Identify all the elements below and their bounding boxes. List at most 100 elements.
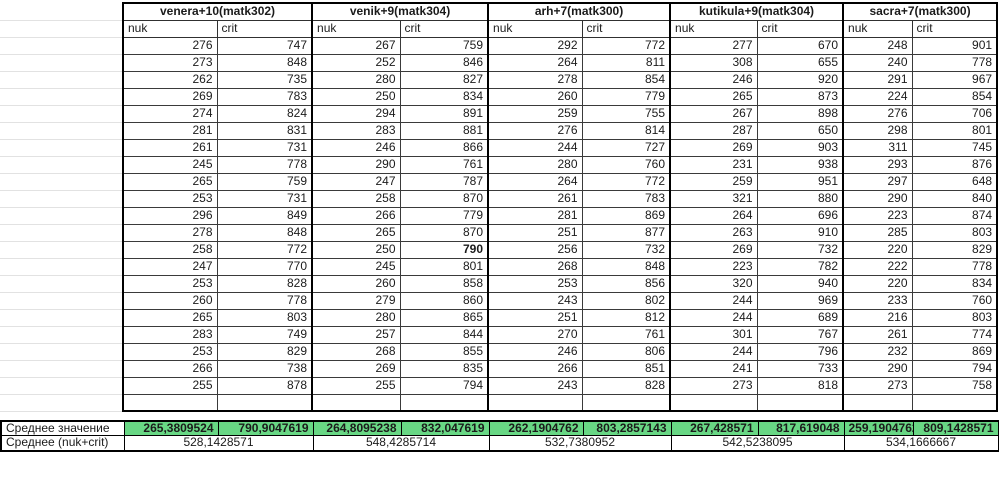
cell[interactable]: 869 xyxy=(911,342,999,361)
cell[interactable]: 281 xyxy=(122,121,218,140)
cell[interactable]: 264 xyxy=(669,206,758,225)
cell[interactable]: 285 xyxy=(842,223,913,242)
cell[interactable]: 244 xyxy=(669,291,758,310)
cell[interactable]: 834 xyxy=(911,274,999,293)
combined-average-cell[interactable]: 532,7380952 xyxy=(488,435,672,452)
average-value-cell[interactable]: 809,1428571 xyxy=(912,420,999,437)
cell[interactable]: 870 xyxy=(399,189,489,208)
row-label-cell[interactable] xyxy=(0,292,123,310)
cell[interactable]: 835 xyxy=(399,359,489,378)
average-value-cell[interactable]: 265,3809524 xyxy=(123,420,219,437)
cell[interactable]: 244 xyxy=(487,138,583,157)
cell[interactable]: 216 xyxy=(842,308,913,327)
cell[interactable]: 803 xyxy=(216,308,313,327)
cell[interactable]: 257 xyxy=(311,325,401,344)
row-label-cell[interactable] xyxy=(0,156,123,174)
subheader-cell[interactable]: crit xyxy=(581,19,671,38)
cell[interactable]: 246 xyxy=(669,70,758,89)
cell[interactable]: 732 xyxy=(581,240,671,259)
row-label-cell[interactable] xyxy=(0,241,123,259)
cell[interactable]: 758 xyxy=(911,376,999,395)
cell[interactable]: 283 xyxy=(122,325,218,344)
cell[interactable]: 245 xyxy=(122,155,218,174)
cell[interactable]: 269 xyxy=(669,138,758,157)
cell[interactable]: 247 xyxy=(122,257,218,276)
subheader-cell[interactable]: crit xyxy=(911,19,999,38)
cell[interactable]: 778 xyxy=(216,291,313,310)
cell[interactable]: 279 xyxy=(311,291,401,310)
row-label-cell[interactable] xyxy=(0,360,123,378)
cell[interactable]: 276 xyxy=(842,104,913,123)
cell[interactable]: 851 xyxy=(581,359,671,378)
cell[interactable]: 292 xyxy=(487,36,583,55)
cell[interactable]: 783 xyxy=(216,87,313,106)
cell[interactable]: 787 xyxy=(399,172,489,191)
cell[interactable] xyxy=(669,393,758,412)
cell[interactable]: 866 xyxy=(399,138,489,157)
cell[interactable]: 858 xyxy=(399,274,489,293)
cell[interactable]: 220 xyxy=(842,240,913,259)
average-value-cell[interactable]: 264,8095238 xyxy=(312,420,402,437)
cell[interactable]: 261 xyxy=(487,189,583,208)
cell[interactable]: 308 xyxy=(669,53,758,72)
cell[interactable]: 969 xyxy=(756,291,844,310)
cell[interactable]: 790 xyxy=(399,240,489,259)
cell[interactable]: 778 xyxy=(911,257,999,276)
cell[interactable] xyxy=(216,393,313,412)
cell[interactable]: 298 xyxy=(842,121,913,140)
cell[interactable]: 856 xyxy=(581,274,671,293)
combined-row-label[interactable]: Среднее (nuk+crit) xyxy=(0,435,125,452)
cell[interactable]: 755 xyxy=(581,104,671,123)
cell[interactable]: 262 xyxy=(122,70,218,89)
cell[interactable]: 774 xyxy=(911,325,999,344)
row-label-cell[interactable] xyxy=(0,190,123,208)
cell[interactable]: 260 xyxy=(311,274,401,293)
cell[interactable]: 749 xyxy=(216,325,313,344)
cell[interactable]: 898 xyxy=(756,104,844,123)
cell[interactable]: 253 xyxy=(487,274,583,293)
cell[interactable]: 648 xyxy=(911,172,999,191)
cell[interactable]: 253 xyxy=(122,189,218,208)
cell[interactable]: 276 xyxy=(122,36,218,55)
cell[interactable]: 260 xyxy=(487,87,583,106)
cell[interactable]: 877 xyxy=(581,223,671,242)
cell[interactable]: 267 xyxy=(311,36,401,55)
cell[interactable]: 264 xyxy=(487,53,583,72)
cell[interactable]: 803 xyxy=(911,308,999,327)
cell[interactable]: 940 xyxy=(756,274,844,293)
cell[interactable]: 878 xyxy=(216,376,313,395)
cell[interactable]: 251 xyxy=(487,223,583,242)
cell[interactable] xyxy=(911,393,999,412)
cell[interactable]: 849 xyxy=(216,206,313,225)
cell[interactable]: 828 xyxy=(216,274,313,293)
cell[interactable]: 223 xyxy=(842,206,913,225)
cell[interactable]: 269 xyxy=(669,240,758,259)
cell[interactable]: 255 xyxy=(311,376,401,395)
cell[interactable]: 247 xyxy=(311,172,401,191)
cell[interactable]: 266 xyxy=(487,359,583,378)
cell[interactable]: 224 xyxy=(842,87,913,106)
cell[interactable]: 880 xyxy=(756,189,844,208)
cell[interactable]: 273 xyxy=(842,376,913,395)
cell[interactable]: 245 xyxy=(311,257,401,276)
cell[interactable]: 233 xyxy=(842,291,913,310)
cell[interactable]: 296 xyxy=(122,206,218,225)
cell[interactable]: 772 xyxy=(581,36,671,55)
row-label-cell[interactable] xyxy=(0,71,123,89)
row-label-cell[interactable] xyxy=(0,309,123,327)
cell[interactable]: 250 xyxy=(311,240,401,259)
row-label-cell[interactable] xyxy=(0,122,123,140)
cell[interactable]: 276 xyxy=(487,121,583,140)
cell[interactable]: 796 xyxy=(756,342,844,361)
cell[interactable]: 811 xyxy=(581,53,671,72)
cell[interactable]: 869 xyxy=(581,206,671,225)
row-label-cell[interactable] xyxy=(0,37,123,55)
cell[interactable]: 824 xyxy=(216,104,313,123)
average-value-cell[interactable]: 803,2857143 xyxy=(582,420,672,437)
cell[interactable]: 738 xyxy=(216,359,313,378)
cell[interactable]: 259 xyxy=(669,172,758,191)
average-value-cell[interactable]: 817,619048 xyxy=(757,420,845,437)
cell[interactable]: 269 xyxy=(122,87,218,106)
row-label-cell[interactable] xyxy=(0,105,123,123)
cell[interactable]: 261 xyxy=(122,138,218,157)
